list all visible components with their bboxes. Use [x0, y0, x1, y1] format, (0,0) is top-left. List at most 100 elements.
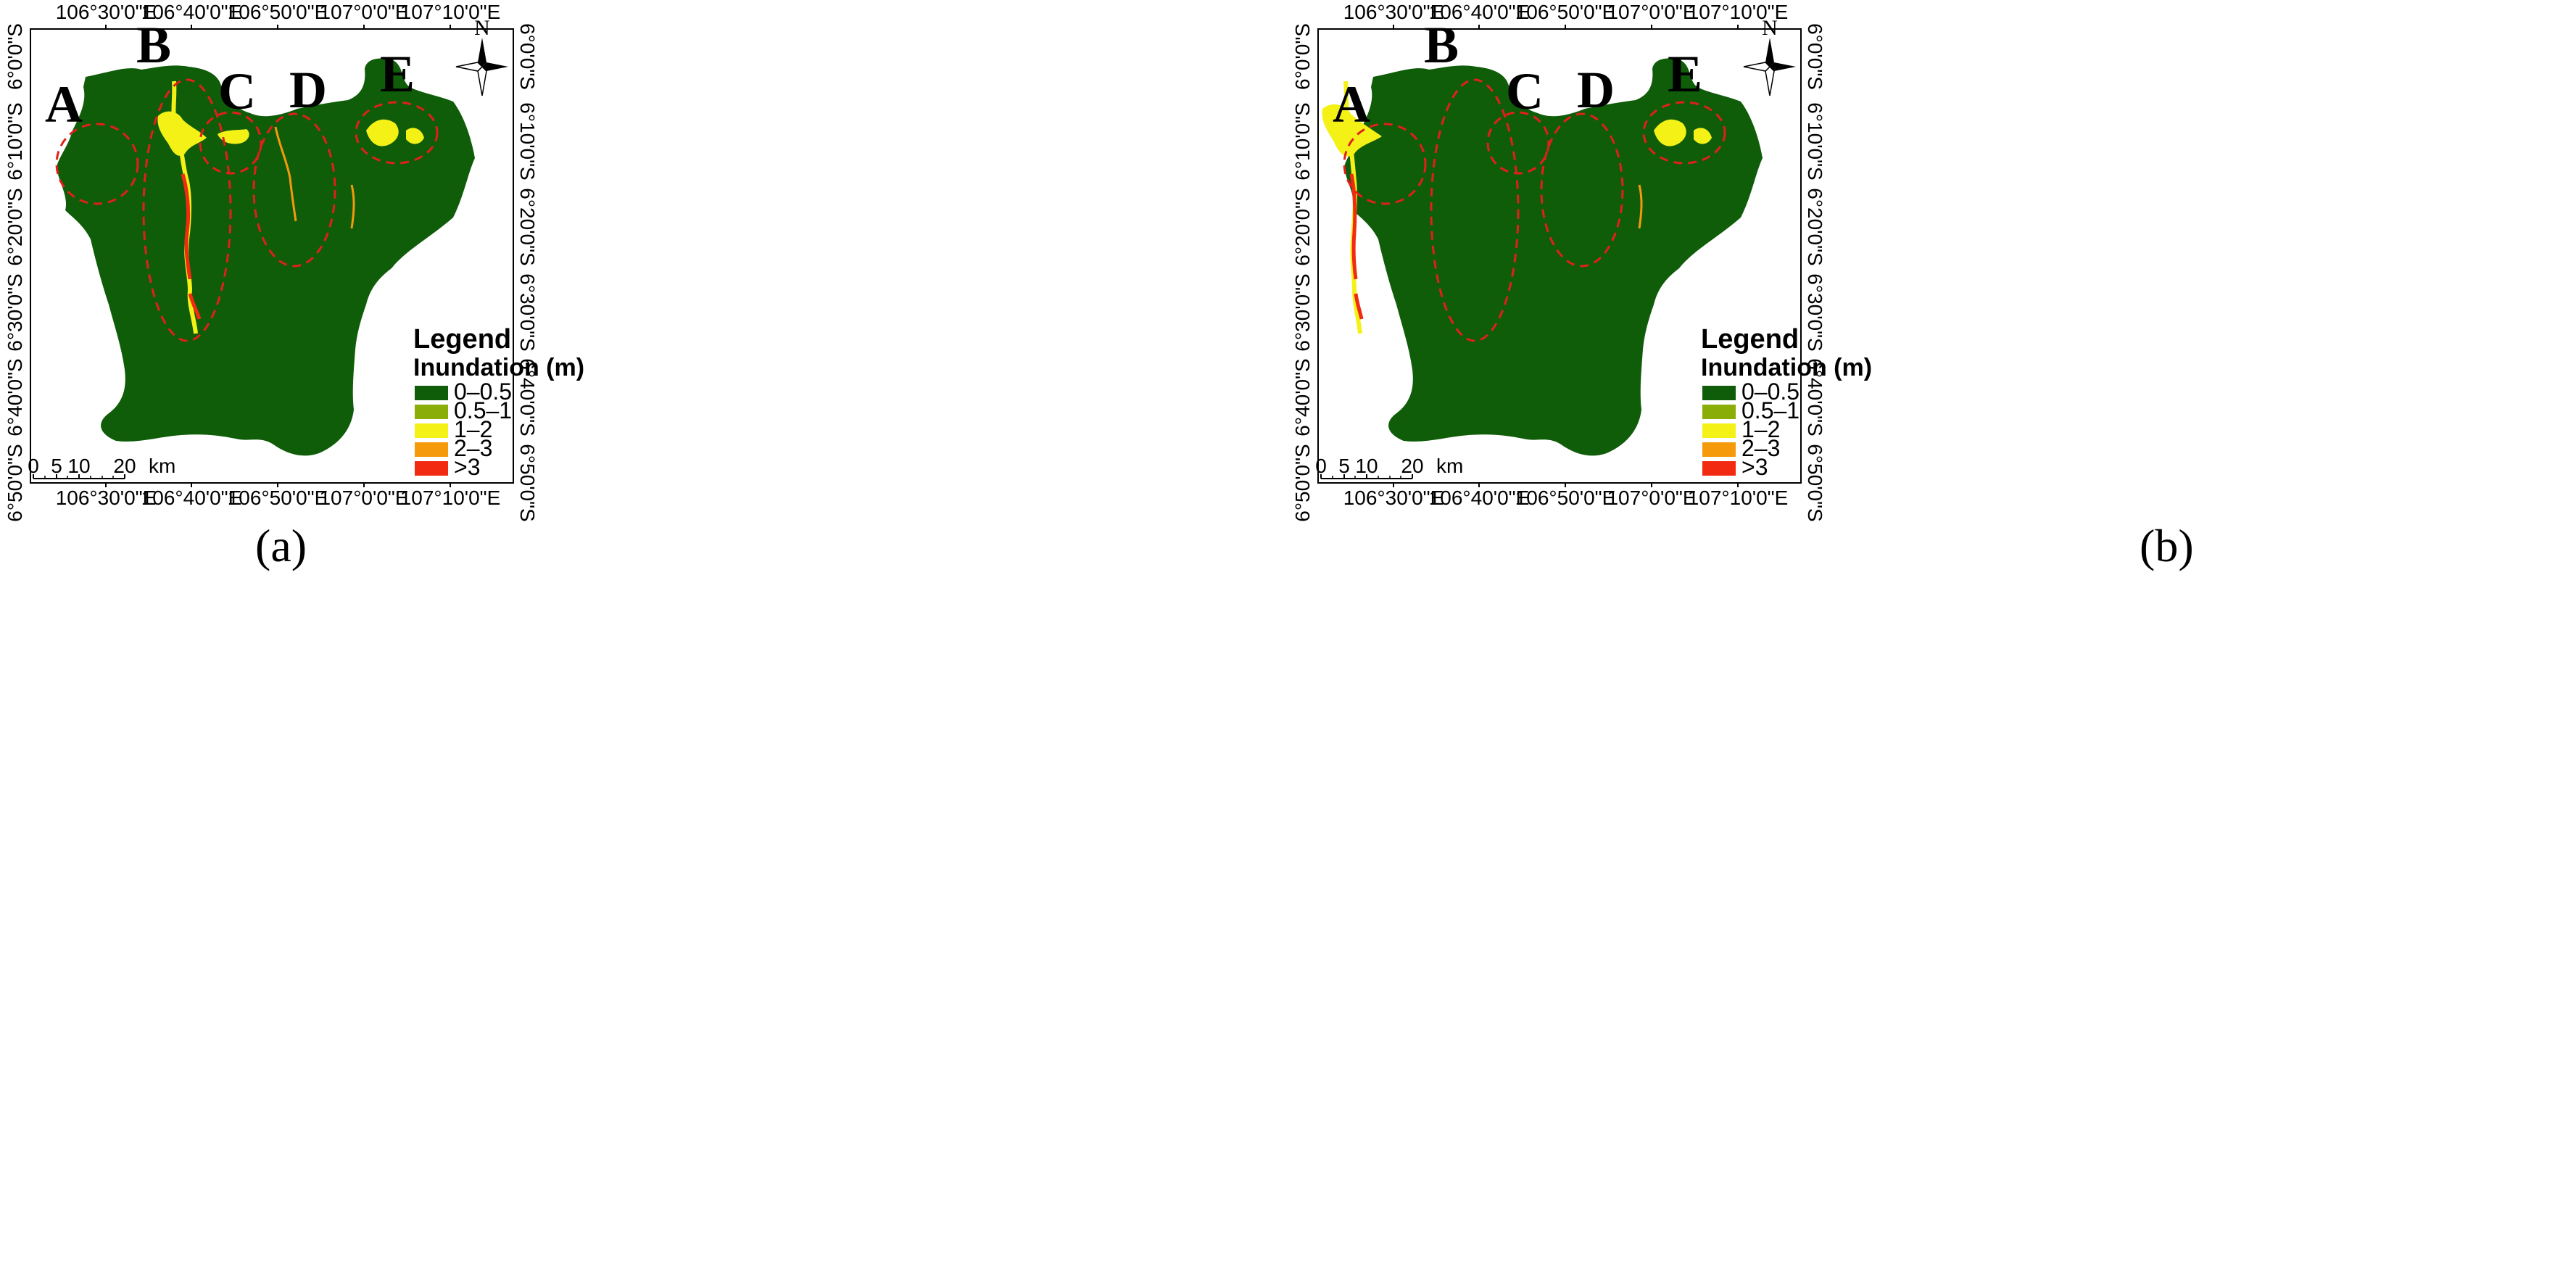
- left-axis: 6°0'0"S 6°10'0"S 6°20'0"S 6°30'0"S 6°40'…: [4, 23, 26, 522]
- bottom-axis: 106°30'0"E 106°40'0"E 106°50'0"E 107°0'0…: [56, 483, 500, 509]
- region-label-e: E: [1668, 45, 1702, 103]
- inundation-e: [1654, 119, 1712, 146]
- legend-subtitle: Inundation (m): [413, 354, 584, 381]
- scale-label: 10: [1355, 455, 1378, 477]
- region-label-a: A: [45, 75, 83, 133]
- legend-item-label: >3: [454, 454, 480, 480]
- legend-swatch: [415, 461, 448, 476]
- scale-bar: 0 5 10 20 km: [28, 455, 175, 479]
- legend: Legend Inundation (m) 0–0.5 0.5–1 1–2 2–…: [1701, 324, 1872, 480]
- top-tick-label: 106°40'0"E: [1429, 1, 1530, 23]
- lat-tick-label: 6°50'0"S: [516, 444, 539, 521]
- legend-item-label: 0–0.5: [1742, 379, 1800, 405]
- legend-item-label: >3: [1742, 454, 1768, 480]
- region-label-b: B: [1424, 16, 1459, 74]
- scale-label: 20: [1401, 455, 1423, 477]
- lat-tick-label: 6°50'0"S: [4, 444, 26, 521]
- land-area: [1344, 58, 1763, 456]
- bottom-tick-label: 106°40'0"E: [141, 487, 242, 509]
- legend-swatch: [415, 405, 448, 419]
- panel-caption: (b): [2140, 520, 2194, 571]
- scale-bar: 0 5 10 20 km: [1315, 455, 1463, 479]
- region-label-b: B: [136, 16, 171, 74]
- bottom-tick-label: 106°30'0"E: [56, 487, 157, 509]
- right-axis: 6°0'0"S 6°10'0"S 6°20'0"S 6°30'0"S 6°40'…: [516, 23, 539, 522]
- scale-label: 0: [28, 455, 39, 477]
- legend-item-label: 2–3: [454, 435, 492, 461]
- region-c-circle: [199, 111, 262, 175]
- lat-tick-label: 6°0'0"S: [1804, 23, 1826, 90]
- legend-item-label: 2–3: [1742, 435, 1780, 461]
- lat-tick-label: 6°40'0"S: [1804, 358, 1826, 436]
- lat-tick-label: 6°40'0"S: [1291, 358, 1314, 436]
- top-tick-label: 106°30'0"E: [56, 1, 157, 23]
- scale-label: 0: [1315, 455, 1327, 477]
- top-tick-label: 106°50'0"E: [228, 1, 328, 23]
- map-panel-a: 106°30'0"E 106°40'0"E 106°50'0"E 107°0'0…: [4, 1, 584, 571]
- bottom-tick-label: 107°0'0"E: [1607, 487, 1696, 509]
- lat-tick-label: 6°0'0"S: [516, 23, 539, 90]
- lat-tick-label: 6°10'0"S: [4, 102, 26, 180]
- lat-tick-label: 6°30'0"S: [4, 273, 26, 351]
- lat-tick-label: 6°10'0"S: [1291, 102, 1314, 180]
- region-c-circle: [1486, 111, 1550, 175]
- lat-tick-label: 6°10'0"S: [1804, 102, 1826, 180]
- lat-tick-label: 6°20'0"S: [1291, 188, 1314, 265]
- region-label-d: D: [289, 61, 327, 119]
- lat-tick-label: 6°20'0"S: [516, 188, 539, 265]
- legend-item-label: 1–2: [454, 416, 492, 442]
- legend-title: Legend: [413, 324, 511, 355]
- inundation-river-b-deep: [181, 173, 202, 320]
- legend-swatch: [1702, 461, 1736, 476]
- north-label: N: [1762, 16, 1778, 40]
- land-area: [57, 58, 475, 456]
- top-tick-label: 107°10'0"E: [400, 1, 501, 23]
- inundation-c: [218, 129, 249, 144]
- region-a-circle: [1343, 123, 1427, 205]
- scale-label: 5: [51, 455, 62, 477]
- legend-swatch: [415, 386, 448, 400]
- lat-tick-label: 6°0'0"S: [1291, 23, 1314, 90]
- lat-tick-label: 6°10'0"S: [516, 102, 539, 180]
- lat-tick-label: 6°20'0"S: [4, 188, 26, 265]
- region-label-a: A: [1333, 75, 1370, 133]
- region-label-e: E: [380, 45, 415, 103]
- bottom-tick-label: 107°10'0"E: [1688, 487, 1789, 509]
- inundation-d-stream: [1638, 184, 1643, 229]
- legend-title: Legend: [1701, 324, 1799, 355]
- legend-subtitle: Inundation (m): [1701, 354, 1872, 381]
- inundation-b-upper: [157, 111, 207, 156]
- lat-tick-label: 6°0'0"S: [4, 23, 26, 90]
- region-label-c: C: [1506, 62, 1544, 120]
- scale-label: 10: [67, 455, 90, 477]
- legend-item-label: 1–2: [1742, 416, 1780, 442]
- region-a-circle: [55, 123, 139, 205]
- top-tick-label: 106°30'0"E: [1343, 1, 1444, 23]
- north-label: N: [474, 16, 490, 40]
- inundation-d-stream: [274, 126, 355, 229]
- region-label-c: C: [218, 62, 256, 120]
- region-e-circle: [1642, 101, 1726, 165]
- scale-unit: km: [149, 455, 175, 477]
- lat-tick-label: 6°40'0"S: [516, 358, 539, 436]
- lat-tick-label: 6°30'0"S: [1804, 273, 1826, 351]
- scale-label: 5: [1338, 455, 1350, 477]
- north-arrow-icon: N: [455, 16, 508, 96]
- bottom-tick-label: 106°50'0"E: [1515, 487, 1616, 509]
- right-axis: 6°0'0"S 6°10'0"S 6°20'0"S 6°30'0"S 6°40'…: [1804, 23, 1826, 522]
- map-b-svg: 106°30'0"E 106°40'0"E 106°50'0"E 107°0'0…: [1291, 1, 1872, 522]
- scale-label: 20: [113, 455, 136, 477]
- region-label-d: D: [1577, 61, 1615, 119]
- top-tick-label: 107°0'0"E: [1607, 1, 1696, 23]
- inundation-e: [366, 119, 424, 146]
- bottom-tick-label: 106°50'0"E: [228, 487, 328, 509]
- top-tick-label: 107°10'0"E: [1688, 1, 1789, 23]
- legend-swatch: [1702, 442, 1736, 457]
- left-axis: 6°0'0"S 6°10'0"S 6°20'0"S 6°30'0"S 6°40'…: [1291, 23, 1314, 522]
- bottom-tick-label: 107°0'0"E: [319, 487, 408, 509]
- legend-item-label: 0.5–1: [454, 397, 512, 423]
- legend-swatch: [1702, 423, 1736, 438]
- top-axis: 106°30'0"E 106°40'0"E 106°50'0"E 107°0'0…: [1343, 1, 1789, 29]
- lat-tick-label: 6°50'0"S: [1804, 444, 1826, 521]
- legend-swatch: [1702, 405, 1736, 419]
